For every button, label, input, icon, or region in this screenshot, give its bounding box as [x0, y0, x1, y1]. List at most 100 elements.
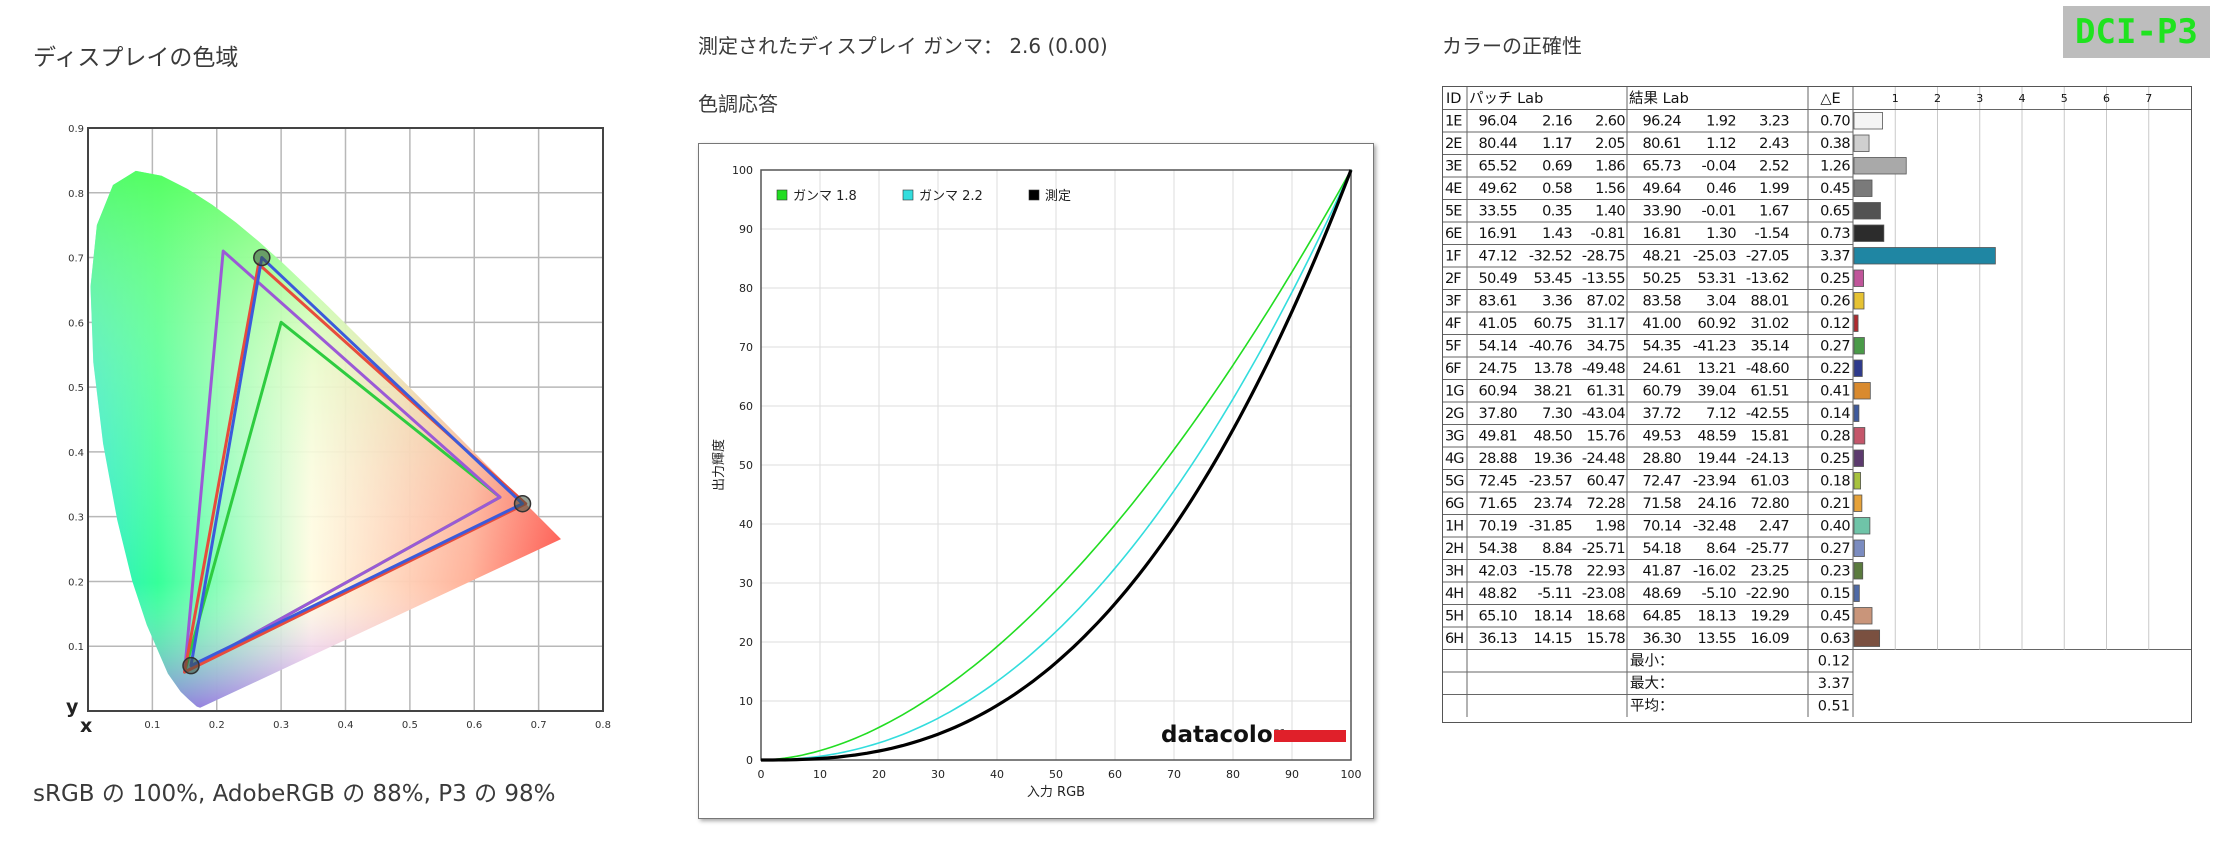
acc-result-value: 16.81	[1642, 226, 1681, 242]
acc-result-value: 35.14	[1750, 339, 1789, 355]
tone-y-tick: 50	[739, 459, 753, 472]
acc-de-bar	[1853, 584, 1860, 602]
acc-de-bar	[1853, 247, 1996, 265]
acc-de-bar	[1853, 629, 1881, 647]
tone-y-tick: 0	[746, 754, 753, 767]
acc-de-value: 0.45	[1820, 181, 1850, 197]
accuracy-title: カラーの正確性	[1442, 34, 1582, 58]
acc-row-id: 4H	[1445, 586, 1463, 602]
acc-row-id: 5F	[1445, 339, 1461, 355]
acc-de-value: 0.14	[1820, 406, 1850, 422]
acc-patch-value: 8.84	[1542, 541, 1572, 557]
acc-de-bar	[1853, 292, 1865, 310]
acc-result-value: 64.85	[1642, 609, 1681, 625]
acc-patch-value: -40.76	[1529, 339, 1573, 355]
gamut-y-tick: 0.4	[68, 448, 84, 459]
tone-y-tick: 40	[739, 518, 753, 531]
acc-result-value: 48.59	[1697, 429, 1736, 445]
acc-result-value: 3.23	[1759, 114, 1789, 130]
acc-result-value: 70.14	[1642, 519, 1681, 535]
acc-result-value: -0.04	[1701, 159, 1736, 175]
acc-result-value: 39.04	[1697, 384, 1736, 400]
tone-legend-swatch-3	[1028, 189, 1040, 201]
tone-y-tick: 10	[739, 695, 753, 708]
tone-y-tick: 30	[739, 577, 753, 590]
acc-row-id: 5H	[1445, 609, 1463, 625]
acc-result-value: 1.67	[1759, 204, 1789, 220]
acc-patch-value: 47.12	[1478, 249, 1517, 265]
acc-patch-value: 15.76	[1586, 429, 1625, 445]
acc-de-bar	[1853, 179, 1873, 197]
acc-patch-value: 1.40	[1595, 204, 1625, 220]
acc-row-id: 6F	[1445, 361, 1461, 377]
gamut-x-tick: 0.3	[273, 720, 289, 731]
acc-de-bar	[1853, 337, 1865, 355]
acc-patch-value: -0.81	[1590, 226, 1625, 242]
acc-header-de: △E	[1820, 91, 1840, 107]
acc-patch-value: 60.94	[1478, 384, 1517, 400]
tone-x-label: 入力 RGB	[1027, 785, 1085, 800]
acc-patch-value: -49.48	[1582, 361, 1626, 377]
acc-result-value: 54.18	[1642, 541, 1681, 557]
acc-result-value: 60.79	[1642, 384, 1681, 400]
acc-row-id: 2F	[1445, 271, 1461, 287]
gamut-y-tick: 0.7	[68, 254, 84, 265]
acc-row-id: 3H	[1445, 564, 1463, 580]
gamut-x-tick: 0.1	[144, 720, 160, 731]
gamut-x-tick: 0.8	[595, 720, 611, 731]
acc-result-value: 61.03	[1750, 474, 1789, 490]
tone-x-tick: 10	[813, 768, 827, 781]
acc-result-value: 54.35	[1642, 339, 1681, 355]
tone-x-tick: 100	[1341, 768, 1362, 781]
acc-header-patch: パッチ Lab	[1469, 90, 1543, 107]
acc-patch-value: 2.60	[1595, 114, 1625, 130]
acc-de-bar	[1853, 134, 1870, 152]
acc-result-value: 65.73	[1642, 159, 1681, 175]
tone-x-tick: 70	[1167, 768, 1181, 781]
tone-y-label: 出力輝度	[711, 439, 727, 491]
acc-patch-value: 70.19	[1478, 519, 1517, 535]
tone-series-line-1	[760, 169, 1352, 761]
acc-row-id: 1F	[1445, 249, 1461, 265]
acc-result-value: 23.25	[1750, 564, 1789, 580]
gamut-locus-shade	[90, 170, 561, 708]
acc-de-tick: 1	[1892, 92, 1899, 105]
acc-de-value: 3.37	[1820, 249, 1850, 265]
acc-patch-value: -32.52	[1529, 249, 1572, 265]
acc-result-value: 72.80	[1750, 496, 1789, 512]
acc-patch-value: 0.58	[1542, 181, 1572, 197]
gamut-y-tick: 0.9	[68, 124, 84, 135]
acc-de-bar	[1853, 269, 1864, 287]
acc-patch-value: 1.17	[1542, 136, 1572, 152]
acc-de-bar	[1853, 202, 1881, 220]
acc-result-value: -24.13	[1746, 451, 1790, 467]
acc-patch-value: 22.93	[1586, 564, 1625, 580]
acc-row-id: 5E	[1445, 204, 1462, 220]
tone-x-tick: 0	[758, 768, 765, 781]
acc-result-value: 41.87	[1642, 564, 1681, 580]
acc-de-bar	[1853, 224, 1885, 242]
acc-result-value: 2.43	[1759, 136, 1789, 152]
acc-result-value: 49.64	[1642, 181, 1681, 197]
color-accuracy-grid: 1 2 3 4 5 6 7 ID パッチ Lab 結果 Lab △E 1E 96.04 2.16 2.60 9…	[1443, 87, 2191, 717]
acc-row-id: 4E	[1445, 181, 1462, 197]
acc-header-result: 結果 Lab	[1629, 90, 1689, 107]
acc-de-tick: 5	[2061, 92, 2068, 105]
tone-x-tick: 90	[1285, 768, 1299, 781]
acc-result-value: -41.23	[1693, 339, 1737, 355]
acc-patch-value: -23.08	[1582, 586, 1626, 602]
acc-de-value: 0.15	[1820, 586, 1850, 602]
acc-patch-value: 72.28	[1586, 496, 1625, 512]
gamut-y-tick: 0.3	[68, 513, 84, 524]
acc-patch-value: 1.43	[1542, 226, 1572, 242]
tone-y-tick: 100	[732, 164, 753, 177]
acc-de-value: 1.26	[1820, 159, 1850, 175]
acc-patch-value: 1.56	[1595, 181, 1625, 197]
tone-y-tick: 60	[739, 400, 753, 413]
acc-de-tick: 2	[1934, 92, 1941, 105]
acc-de-value: 0.27	[1820, 339, 1850, 355]
tone-x-tick: 40	[990, 768, 1004, 781]
acc-row-id: 3G	[1445, 429, 1464, 445]
acc-row-id: 3F	[1445, 294, 1461, 310]
acc-patch-value: 18.68	[1586, 609, 1625, 625]
